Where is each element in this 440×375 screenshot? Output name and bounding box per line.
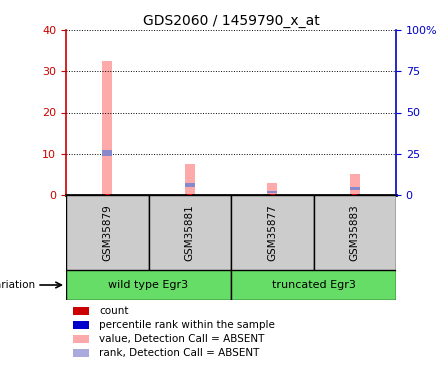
Bar xyxy=(270,194,275,195)
Text: GSM35883: GSM35883 xyxy=(350,204,360,261)
Text: count: count xyxy=(99,306,128,316)
Bar xyxy=(313,195,396,270)
Bar xyxy=(148,195,231,270)
Bar xyxy=(350,187,360,190)
Bar xyxy=(66,195,148,270)
Bar xyxy=(352,194,357,195)
Bar xyxy=(268,183,277,195)
Text: genotype/variation: genotype/variation xyxy=(0,280,36,290)
Bar xyxy=(73,321,89,329)
Bar xyxy=(231,195,314,270)
Bar xyxy=(185,164,195,195)
Bar xyxy=(73,307,89,315)
Text: value, Detection Call = ABSENT: value, Detection Call = ABSENT xyxy=(99,334,264,344)
Bar xyxy=(268,191,277,194)
Bar xyxy=(102,61,112,195)
Text: GSM35877: GSM35877 xyxy=(267,204,277,261)
Text: rank, Detection Call = ABSENT: rank, Detection Call = ABSENT xyxy=(99,348,259,358)
Title: GDS2060 / 1459790_x_at: GDS2060 / 1459790_x_at xyxy=(143,13,319,28)
Bar xyxy=(350,174,360,195)
Bar xyxy=(66,270,231,300)
Text: truncated Egr3: truncated Egr3 xyxy=(271,280,356,290)
Text: wild type Egr3: wild type Egr3 xyxy=(108,280,189,290)
Text: GSM35879: GSM35879 xyxy=(102,204,112,261)
Bar xyxy=(105,194,110,195)
Bar xyxy=(102,150,112,156)
Bar xyxy=(187,194,192,195)
Bar xyxy=(73,335,89,343)
Bar xyxy=(231,270,396,300)
Text: GSM35881: GSM35881 xyxy=(185,204,195,261)
Bar xyxy=(185,183,195,187)
Text: percentile rank within the sample: percentile rank within the sample xyxy=(99,320,275,330)
Bar xyxy=(73,349,89,357)
